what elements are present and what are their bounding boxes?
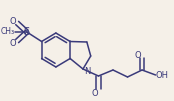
Text: OH: OH <box>156 70 169 79</box>
Text: O: O <box>10 16 17 25</box>
Text: S: S <box>24 27 30 37</box>
Text: CH₃: CH₃ <box>0 27 14 36</box>
Text: O: O <box>10 38 17 47</box>
Text: O: O <box>91 88 98 97</box>
Text: O: O <box>135 50 141 59</box>
Text: N: N <box>84 66 90 76</box>
